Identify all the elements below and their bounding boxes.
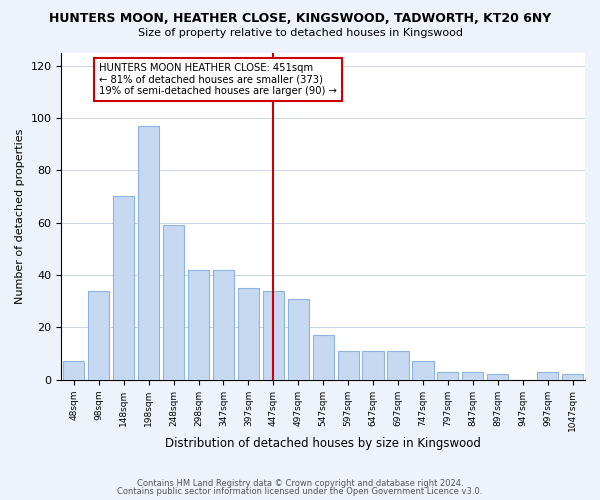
Bar xyxy=(88,290,109,380)
Bar xyxy=(138,126,159,380)
Bar xyxy=(338,351,359,380)
Bar xyxy=(562,374,583,380)
Text: Contains public sector information licensed under the Open Government Licence v3: Contains public sector information licen… xyxy=(118,487,482,496)
Text: Size of property relative to detached houses in Kingswood: Size of property relative to detached ho… xyxy=(137,28,463,38)
Bar xyxy=(462,372,484,380)
Bar xyxy=(362,351,383,380)
Text: Contains HM Land Registry data © Crown copyright and database right 2024.: Contains HM Land Registry data © Crown c… xyxy=(137,478,463,488)
Bar xyxy=(487,374,508,380)
Bar xyxy=(213,270,234,380)
Bar xyxy=(537,372,558,380)
Bar xyxy=(63,362,85,380)
Bar xyxy=(163,226,184,380)
Text: HUNTERS MOON HEATHER CLOSE: 451sqm
← 81% of detached houses are smaller (373)
19: HUNTERS MOON HEATHER CLOSE: 451sqm ← 81%… xyxy=(99,63,337,96)
Bar xyxy=(263,290,284,380)
Text: HUNTERS MOON, HEATHER CLOSE, KINGSWOOD, TADWORTH, KT20 6NY: HUNTERS MOON, HEATHER CLOSE, KINGSWOOD, … xyxy=(49,12,551,26)
Y-axis label: Number of detached properties: Number of detached properties xyxy=(15,128,25,304)
Bar xyxy=(287,298,309,380)
Bar xyxy=(437,372,458,380)
Bar xyxy=(313,335,334,380)
Bar xyxy=(113,196,134,380)
Bar xyxy=(188,270,209,380)
X-axis label: Distribution of detached houses by size in Kingswood: Distribution of detached houses by size … xyxy=(165,437,481,450)
Bar xyxy=(238,288,259,380)
Bar xyxy=(412,362,434,380)
Bar xyxy=(388,351,409,380)
